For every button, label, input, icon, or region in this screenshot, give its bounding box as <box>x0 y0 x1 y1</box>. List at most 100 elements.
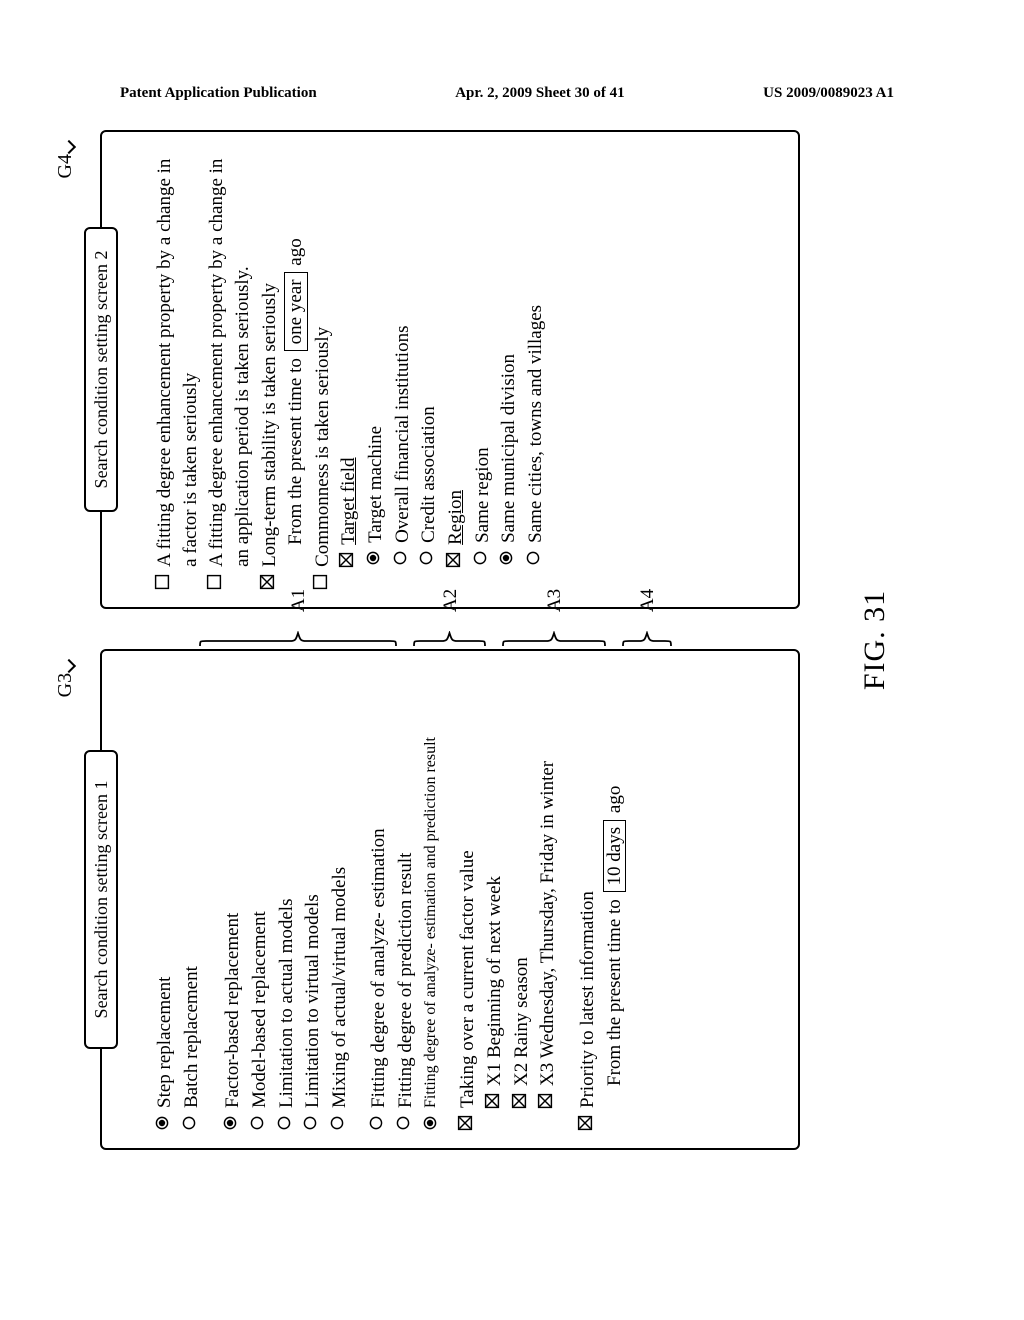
leader-line-icon <box>61 140 75 154</box>
radio-empty-icon <box>181 1115 197 1131</box>
panel-g4: G4 Search condition setting screen 2 A f… <box>100 130 800 609</box>
option-mark[interactable] <box>390 549 410 567</box>
option-group: Fitting degree of analyze- estimationFit… <box>366 667 441 1132</box>
option-mark[interactable] <box>482 1092 502 1110</box>
option-mark[interactable] <box>336 551 356 569</box>
option-row: A fitting degree enhancement property by… <box>204 148 255 591</box>
option-text: Batch replacement <box>179 667 205 1108</box>
option-mark[interactable] <box>535 1092 555 1110</box>
figure-area: G3 Search condition setting screen 1 Ste… <box>100 130 920 1150</box>
radio-empty-icon <box>368 1115 384 1131</box>
option-mark[interactable] <box>575 1114 595 1132</box>
option-mark[interactable] <box>274 1114 294 1132</box>
option-mark[interactable] <box>420 1114 440 1132</box>
radio-filled-icon <box>154 1115 170 1131</box>
option-mark[interactable] <box>152 573 172 591</box>
option-mark[interactable] <box>470 549 490 567</box>
option-mark[interactable] <box>247 1114 267 1132</box>
brace-column: A1A2A3A4 <box>150 617 788 647</box>
option-row: Overall financial institutions <box>390 148 416 591</box>
option-row: Step replacement <box>152 667 178 1132</box>
option-row: Taking over a current factor value <box>455 667 481 1132</box>
option-row: Target machine <box>363 148 389 591</box>
option-text: Target field <box>336 148 362 545</box>
option-mark[interactable] <box>152 1114 172 1132</box>
radio-empty-icon <box>276 1115 292 1131</box>
brace-icon <box>621 631 673 647</box>
radio-empty-icon <box>392 550 408 566</box>
option-row: Same municipal division <box>496 148 522 591</box>
option-mark[interactable] <box>366 1114 386 1132</box>
checkbox-empty-icon <box>206 574 222 590</box>
option-text: Step replacement <box>152 667 178 1108</box>
option-row: From the present time to 10 days ago <box>602 667 628 1132</box>
option-text: X3 Wednesday, Thursday, Friday in winter <box>535 667 561 1086</box>
option-mark[interactable] <box>310 573 330 591</box>
checkbox-checked-icon <box>445 552 461 568</box>
option-text: Same municipal division <box>496 148 522 543</box>
option-text: Target machine <box>363 148 389 543</box>
option-text: A fitting degree enhancement property by… <box>152 148 203 567</box>
option-mark[interactable] <box>327 1114 347 1132</box>
option-text: From the present time to 10 days ago <box>602 667 628 1086</box>
option-mark[interactable] <box>179 1114 199 1132</box>
checkbox-checked-icon <box>577 1115 593 1131</box>
leader-line-icon <box>61 659 75 673</box>
radio-empty-icon <box>418 550 434 566</box>
option-mark[interactable] <box>393 1114 413 1132</box>
option-text: A fitting degree enhancement property by… <box>204 148 255 567</box>
option-mark[interactable] <box>416 549 436 567</box>
brace: A1 <box>198 617 398 647</box>
option-mark[interactable] <box>300 1114 320 1132</box>
header-right: US 2009/0089023 A1 <box>763 85 894 102</box>
page-header: Patent Application Publication Apr. 2, 2… <box>0 85 1024 102</box>
option-mark <box>283 551 303 569</box>
brace: A2 <box>412 617 487 647</box>
brace-icon <box>501 631 607 647</box>
option-row <box>205 667 219 1132</box>
option-mark[interactable] <box>509 1092 529 1110</box>
option-text: Long-term stability is taken seriously <box>257 148 283 567</box>
radio-filled-icon <box>222 1115 238 1131</box>
option-text: X1 Beginning of next week <box>482 667 508 1086</box>
brace-icon <box>198 631 398 647</box>
inline-input-box[interactable]: one year <box>284 272 308 351</box>
radio-empty-icon <box>302 1115 318 1131</box>
option-row: Fitting degree of analyze- estimation an… <box>420 667 442 1132</box>
checkbox-checked-icon <box>457 1115 473 1131</box>
panels-row: G3 Search condition setting screen 1 Ste… <box>100 130 800 1150</box>
option-text: Mixing of actual/virtual models <box>327 667 353 1108</box>
header-left: Patent Application Publication <box>120 85 317 102</box>
option-mark <box>602 1092 622 1110</box>
option-text: Fitting degree of prediction result <box>393 667 419 1108</box>
option-mark[interactable] <box>220 1114 240 1132</box>
option-text: Fitting degree of analyze- estimation <box>366 667 392 1108</box>
option-row: Factor-based replacement <box>220 667 246 1132</box>
option-row: Fitting degree of analyze- estimation <box>366 667 392 1132</box>
radio-filled-icon <box>422 1115 438 1131</box>
inline-input-box[interactable]: 10 days <box>603 820 627 893</box>
option-group: Taking over a current factor valueX1 Beg… <box>455 667 561 1132</box>
radio-empty-icon <box>525 550 541 566</box>
option-text: Model-based replacement <box>247 667 273 1108</box>
option-mark[interactable] <box>443 551 463 569</box>
option-text: Limitation to actual models <box>274 667 300 1108</box>
option-mark[interactable] <box>455 1114 475 1132</box>
checkbox-empty-icon <box>154 574 170 590</box>
option-mark[interactable] <box>257 573 277 591</box>
option-mark[interactable] <box>496 549 516 567</box>
option-text: Credit association <box>416 148 442 543</box>
option-row: Commonness is taken seriously <box>310 148 336 591</box>
checkbox-checked-icon <box>484 1093 500 1109</box>
radio-empty-icon <box>395 1115 411 1131</box>
checkbox-checked-icon <box>259 574 275 590</box>
option-text: X2 Rainy season <box>509 667 535 1086</box>
checkbox-checked-icon <box>338 552 354 568</box>
option-mark[interactable] <box>363 549 383 567</box>
option-row: X2 Rainy season <box>509 667 535 1132</box>
option-mark[interactable] <box>204 573 224 591</box>
option-group: Priority to latest informationFrom the p… <box>575 667 627 1132</box>
option-text: Region <box>443 148 469 545</box>
option-row: Limitation to actual models <box>274 667 300 1132</box>
option-mark[interactable] <box>523 549 543 567</box>
